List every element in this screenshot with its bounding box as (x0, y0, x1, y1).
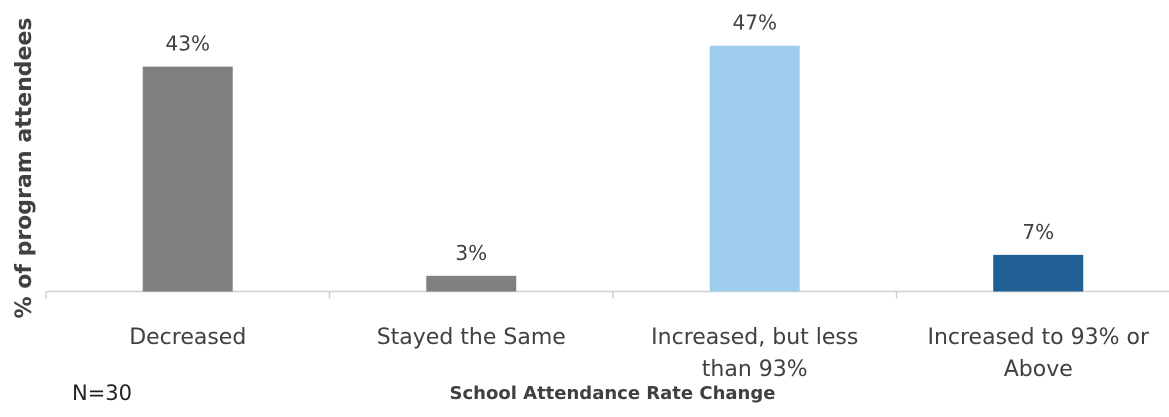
bar (993, 254, 1084, 292)
x-axis-ticks (45, 291, 898, 299)
category-label-line: Increased, but less (651, 325, 858, 350)
sample-size-note: N=30 (72, 381, 133, 405)
category-label-line: Above (1004, 357, 1073, 382)
data-label: 3% (455, 241, 487, 265)
category-label: Increased to 93% or Above (927, 325, 1149, 382)
category-label-line: Stayed the Same (377, 325, 566, 350)
category-label-line: Increased to 93% or (927, 325, 1149, 350)
bar (142, 66, 233, 292)
y-axis-label: % of program attendees (12, 18, 37, 319)
y-axis-label-group: % of program attendees (12, 18, 37, 319)
category-labels: Decreased Stayed the Same Increased, but l… (129, 325, 1150, 382)
bar (426, 275, 517, 292)
bar (709, 45, 800, 292)
category-label-line: Decreased (129, 325, 246, 350)
bars (142, 45, 1084, 292)
category-label: Stayed the Same (377, 325, 566, 350)
category-label-line: than 93% (702, 357, 808, 382)
category-label: Decreased (129, 325, 246, 350)
data-label: 47% (733, 11, 777, 35)
category-label: Increased, but less than 93% (651, 325, 858, 382)
data-label: 7% (1022, 220, 1054, 244)
data-label: 43% (166, 32, 210, 56)
data-labels: 43% 3% 47% 7% (166, 11, 1055, 265)
